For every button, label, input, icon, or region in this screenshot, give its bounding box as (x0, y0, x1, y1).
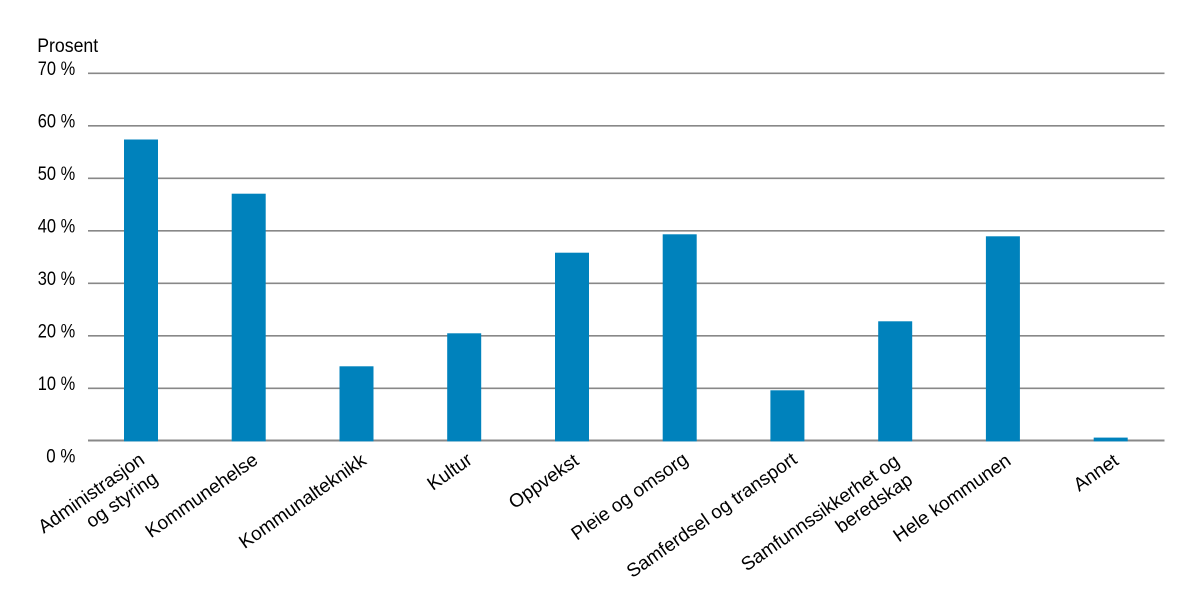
svg-text:50 %: 50 % (38, 164, 75, 185)
svg-text:10 %: 10 % (38, 374, 75, 395)
svg-text:40 %: 40 % (38, 217, 75, 238)
svg-text:Prosent: Prosent (37, 36, 99, 57)
svg-text:0 %: 0 % (46, 446, 75, 467)
svg-text:70 %: 70 % (38, 59, 75, 80)
svg-text:20 %: 20 % (38, 322, 75, 343)
svg-text:30 %: 30 % (38, 269, 75, 290)
svg-text:60 %: 60 % (38, 112, 75, 133)
